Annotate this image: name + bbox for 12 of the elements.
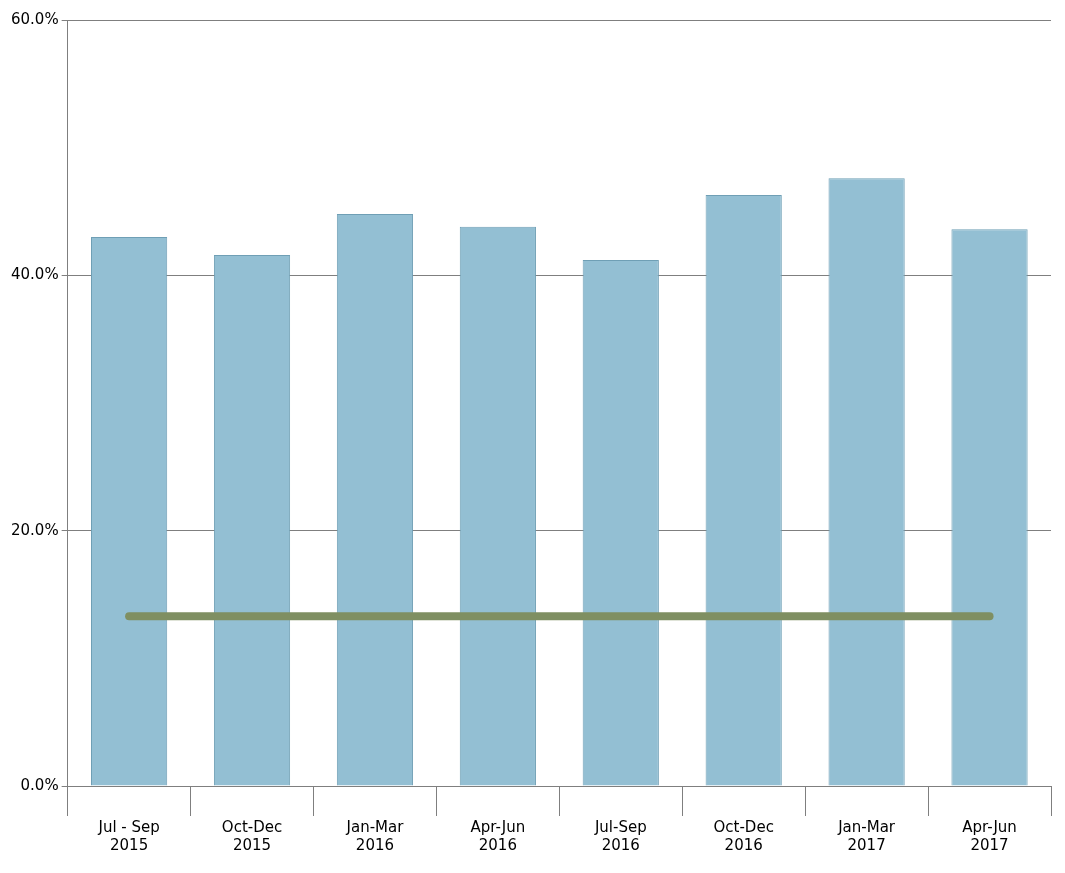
x-tick-label: Apr-Jun 2016: [470, 817, 526, 854]
x-tick-label: Jul - Sep 2015: [97, 817, 160, 854]
y-tick-label: 40.0%: [11, 265, 59, 284]
x-tick-label: Oct-Dec 2016: [713, 817, 774, 854]
x-tick-label: Apr-Jun 2017: [962, 817, 1017, 854]
y-tick-label: 0.0%: [20, 775, 59, 794]
x-tick-label: Jan-Mar 2017: [837, 817, 896, 854]
y-tick-label: 20.0%: [11, 520, 59, 539]
x-tick-label: Oct-Dec 2015: [221, 817, 283, 854]
x-tick-label: Jul-Sep 2016: [593, 817, 647, 854]
y-tick-label: 60.0%: [11, 9, 59, 28]
x-tick-label: Jan-Mar 2016: [345, 817, 405, 854]
